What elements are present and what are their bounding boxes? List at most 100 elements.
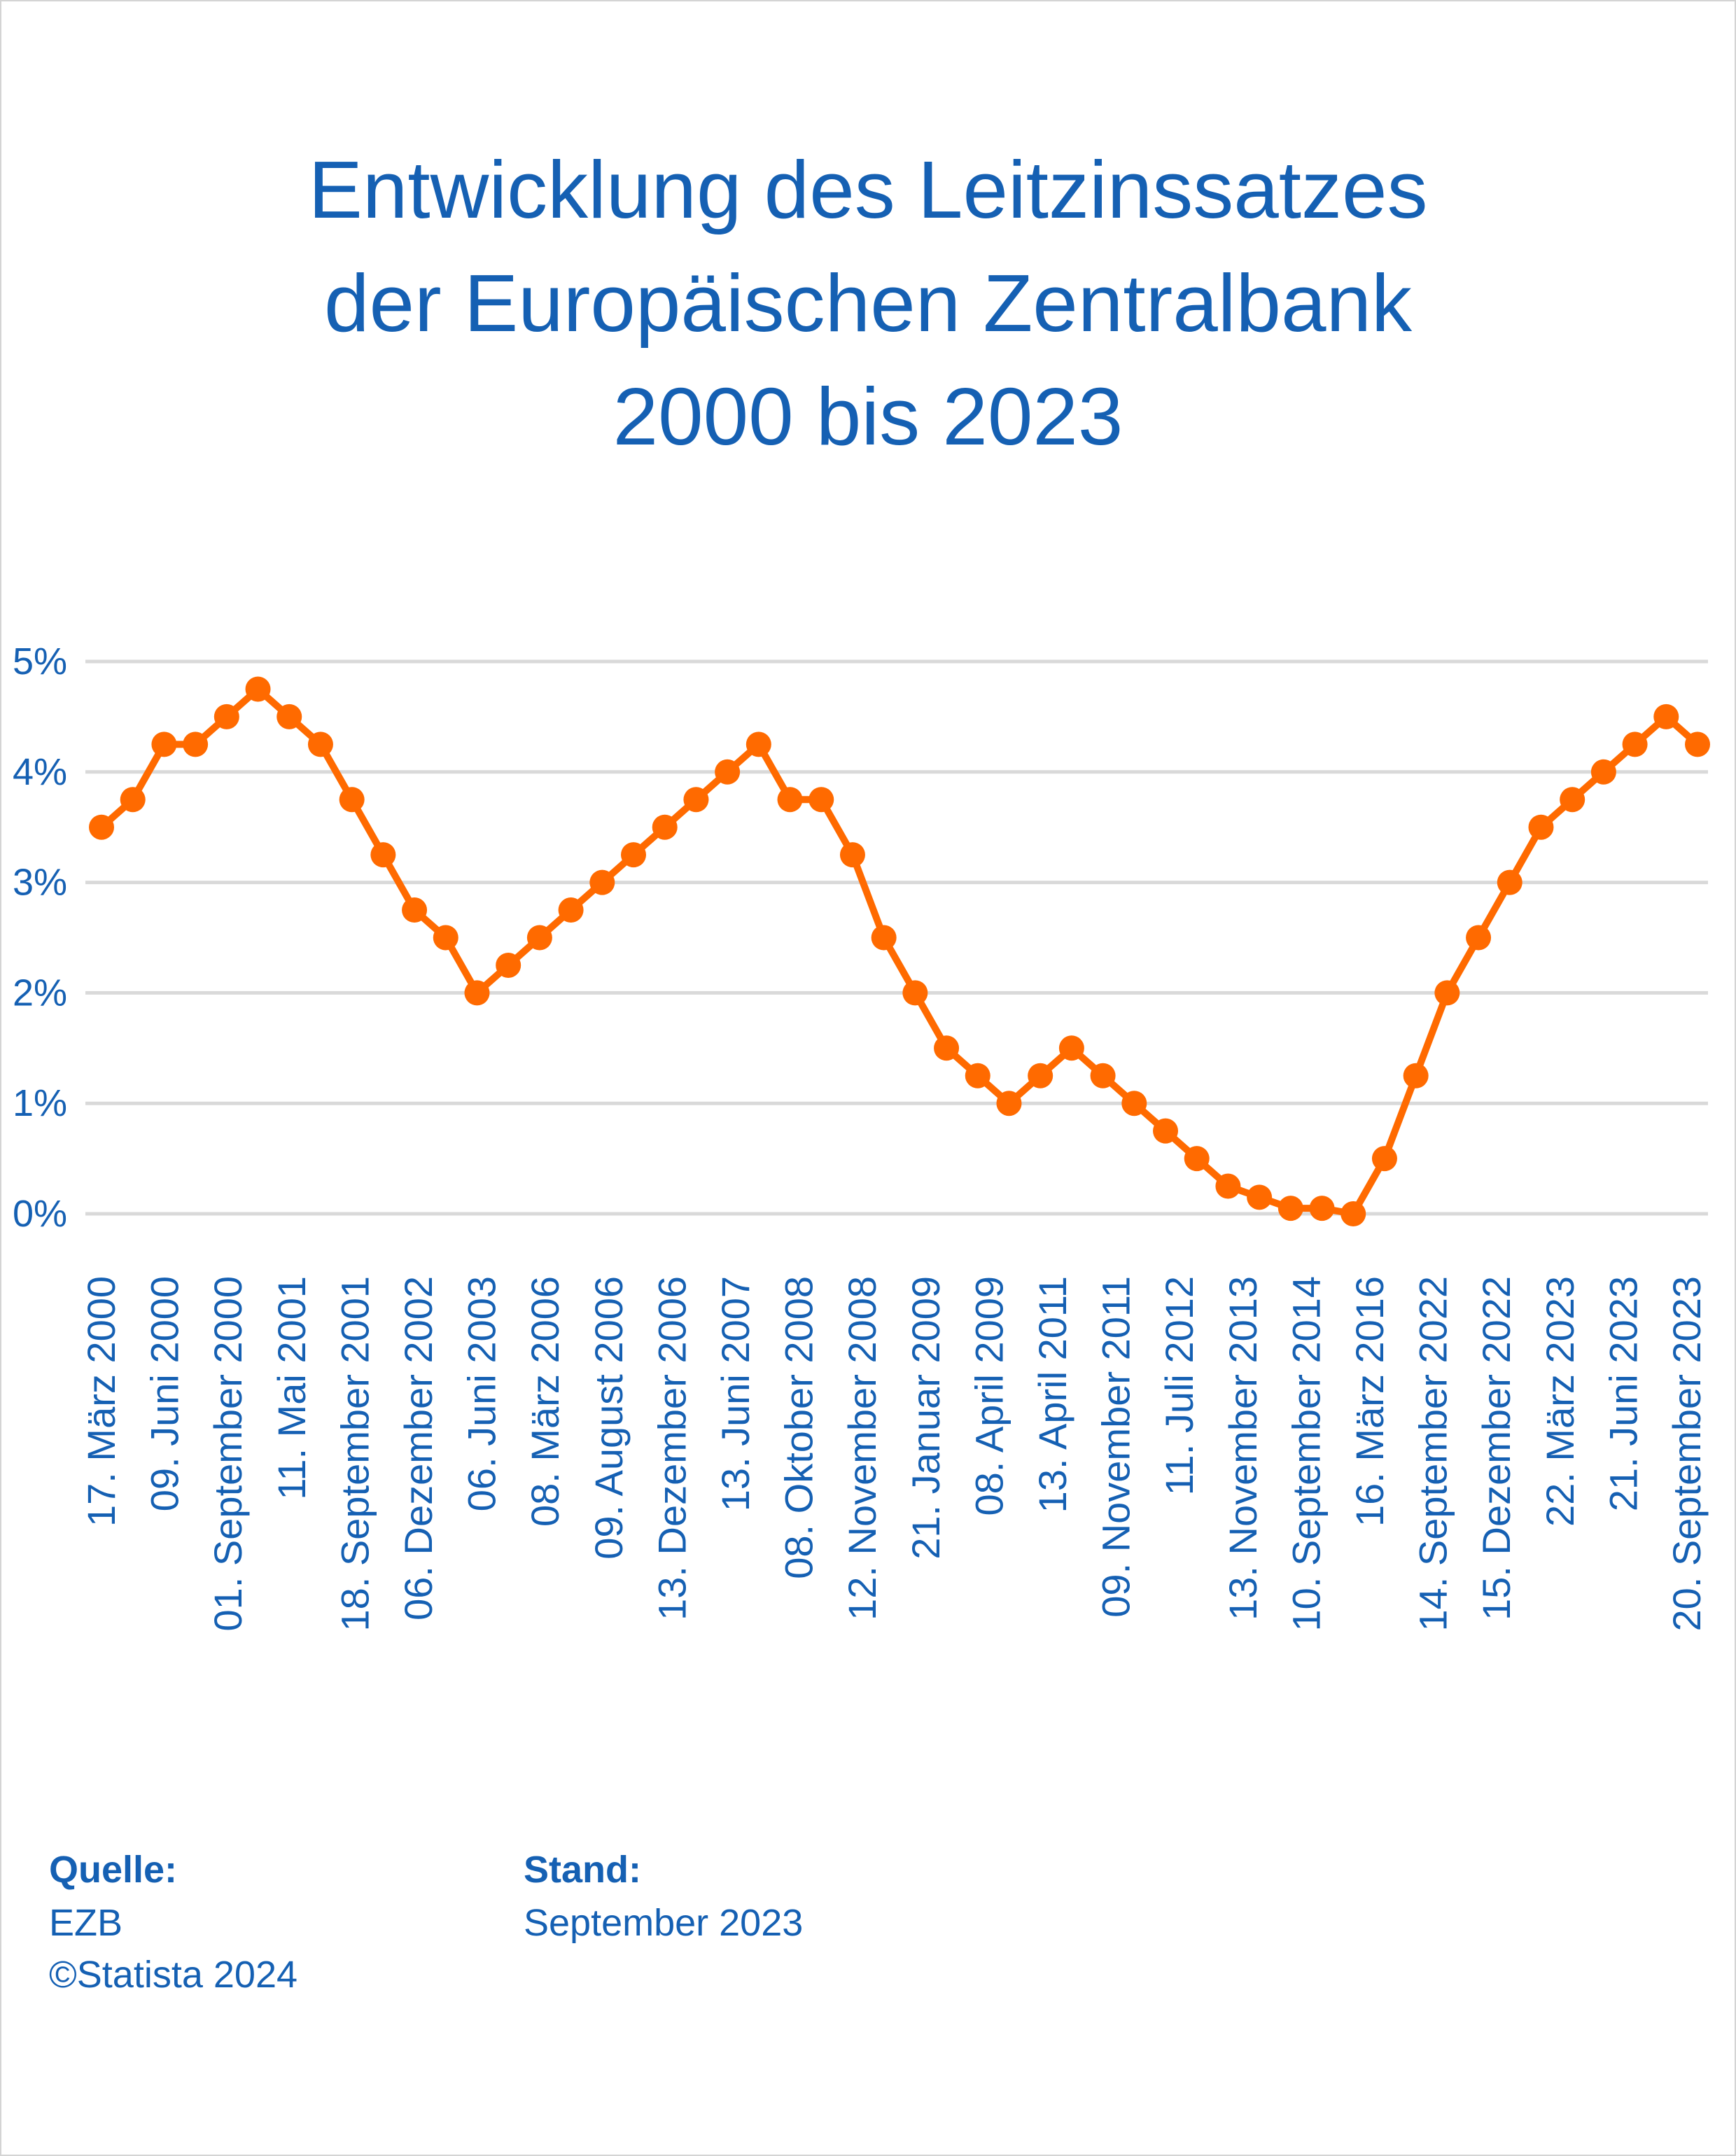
data-point <box>1184 1146 1210 1172</box>
data-point <box>996 1091 1022 1116</box>
x-tick-label: 20. September 2023 <box>1665 1276 1709 1631</box>
data-point <box>839 842 865 868</box>
y-axis-labels: 0% 1% 2% 3% 4% 5% <box>13 640 67 1235</box>
data-point <box>1560 787 1586 813</box>
title-line-1: Entwicklung des Leitzinssatzes <box>308 144 1428 235</box>
data-point <box>1528 814 1554 840</box>
data-point <box>558 897 584 923</box>
y-tick-label: 5% <box>13 640 67 682</box>
x-tick-label: 11. Juli 2012 <box>1157 1276 1201 1495</box>
data-point <box>1121 1091 1147 1116</box>
source-line-2: ©Statista 2024 <box>49 1954 298 1996</box>
x-tick-label: 22. März 2023 <box>1538 1276 1582 1527</box>
series-line <box>98 685 1701 1217</box>
data-point <box>1653 704 1679 729</box>
x-tick-label: 06. Dezember 2002 <box>396 1276 440 1620</box>
data-point <box>1028 1063 1054 1088</box>
y-tick-label: 1% <box>13 1082 67 1124</box>
data-point <box>245 676 271 702</box>
data-point <box>965 1063 990 1088</box>
data-point <box>871 925 897 951</box>
data-point <box>89 814 114 840</box>
x-tick-label: 21. Januar 2009 <box>904 1276 948 1560</box>
x-tick-label: 13. Juni 2007 <box>713 1276 757 1511</box>
x-tick-label: 13. Dezember 2006 <box>650 1276 694 1620</box>
data-point <box>1247 1184 1273 1210</box>
data-point <box>1403 1063 1429 1088</box>
data-point <box>183 732 209 757</box>
data-point <box>464 980 490 1006</box>
data-point <box>339 787 365 813</box>
data-point <box>526 925 552 951</box>
data-point <box>307 732 333 757</box>
series-leitzins <box>89 676 1710 1226</box>
x-tick-label: 17. März 2000 <box>79 1276 123 1527</box>
data-point <box>1278 1196 1303 1222</box>
title-line-3: 2000 bis 2023 <box>612 371 1124 462</box>
data-point <box>1340 1201 1366 1226</box>
data-point <box>151 732 177 757</box>
source-line-1: EZB <box>49 1902 123 1944</box>
x-tick-label: 11. Mai 2001 <box>270 1276 314 1500</box>
data-point <box>214 704 239 729</box>
data-point <box>1309 1196 1335 1222</box>
data-point <box>683 787 709 813</box>
data-point <box>1058 1035 1084 1061</box>
data-point <box>652 814 678 840</box>
data-point <box>402 897 428 923</box>
x-tick-label: 09. August 2006 <box>587 1276 631 1560</box>
data-point <box>370 842 396 868</box>
x-tick-label: 15. Dezember 2022 <box>1474 1276 1518 1620</box>
data-point <box>433 925 458 951</box>
y-tick-label: 0% <box>13 1193 67 1235</box>
x-tick-label: 18. September 2001 <box>332 1276 377 1631</box>
source-label: Quelle: <box>49 1849 178 1891</box>
data-point <box>934 1035 960 1061</box>
y-tick-label: 3% <box>13 862 67 904</box>
x-tick-label: 13. November 2013 <box>1221 1276 1265 1620</box>
status-value: September 2023 <box>524 1902 804 1944</box>
data-point <box>589 869 615 895</box>
x-axis-labels: 17. März 2000 09. Juni 2000 01. September … <box>79 1276 1709 1631</box>
source-block: EZB ©Statista 2024 <box>49 1897 298 2001</box>
title-line-2: der Europäischen Zentralbank <box>323 258 1413 349</box>
data-point <box>621 842 646 868</box>
x-tick-label: 09. Juni 2000 <box>143 1276 187 1511</box>
y-tick-label: 4% <box>13 751 67 793</box>
x-tick-label: 10. September 2014 <box>1284 1276 1328 1631</box>
x-tick-label: 14. September 2022 <box>1411 1276 1455 1631</box>
data-point <box>1497 869 1522 895</box>
data-point <box>1215 1173 1241 1199</box>
x-tick-label: 08. März 2006 <box>523 1276 567 1527</box>
x-tick-label: 08. Oktober 2008 <box>777 1276 821 1579</box>
data-point <box>1371 1146 1397 1172</box>
y-tick-label: 2% <box>13 972 67 1014</box>
x-tick-label: 13. April 2011 <box>1030 1276 1074 1513</box>
chart-title: Entwicklung des Leitzinssatzes der Europ… <box>0 133 1736 473</box>
data-point <box>120 787 146 813</box>
data-point <box>902 980 928 1006</box>
x-tick-label: 16. März 2016 <box>1348 1276 1392 1527</box>
data-point <box>1153 1118 1178 1144</box>
data-point <box>1466 925 1492 951</box>
x-tick-label: 01. September 2000 <box>206 1276 250 1631</box>
data-point <box>1622 732 1648 757</box>
data-point <box>496 952 522 978</box>
x-tick-label: 06. Juni 2003 <box>460 1276 504 1511</box>
data-point <box>777 787 803 813</box>
x-tick-label: 12. November 2008 <box>840 1276 884 1620</box>
data-point <box>1434 980 1460 1006</box>
data-point <box>715 759 741 785</box>
data-point <box>276 704 302 729</box>
data-point <box>1590 759 1616 785</box>
x-tick-label: 21. Juni 2023 <box>1601 1276 1645 1511</box>
data-point <box>746 732 771 757</box>
x-tick-label: 08. April 2009 <box>967 1276 1011 1516</box>
data-point <box>1090 1063 1116 1088</box>
x-tick-label: 09. November 2011 <box>1094 1276 1138 1618</box>
data-point <box>808 787 834 813</box>
status-label: Stand: <box>524 1849 641 1891</box>
data-point <box>1685 732 1710 757</box>
